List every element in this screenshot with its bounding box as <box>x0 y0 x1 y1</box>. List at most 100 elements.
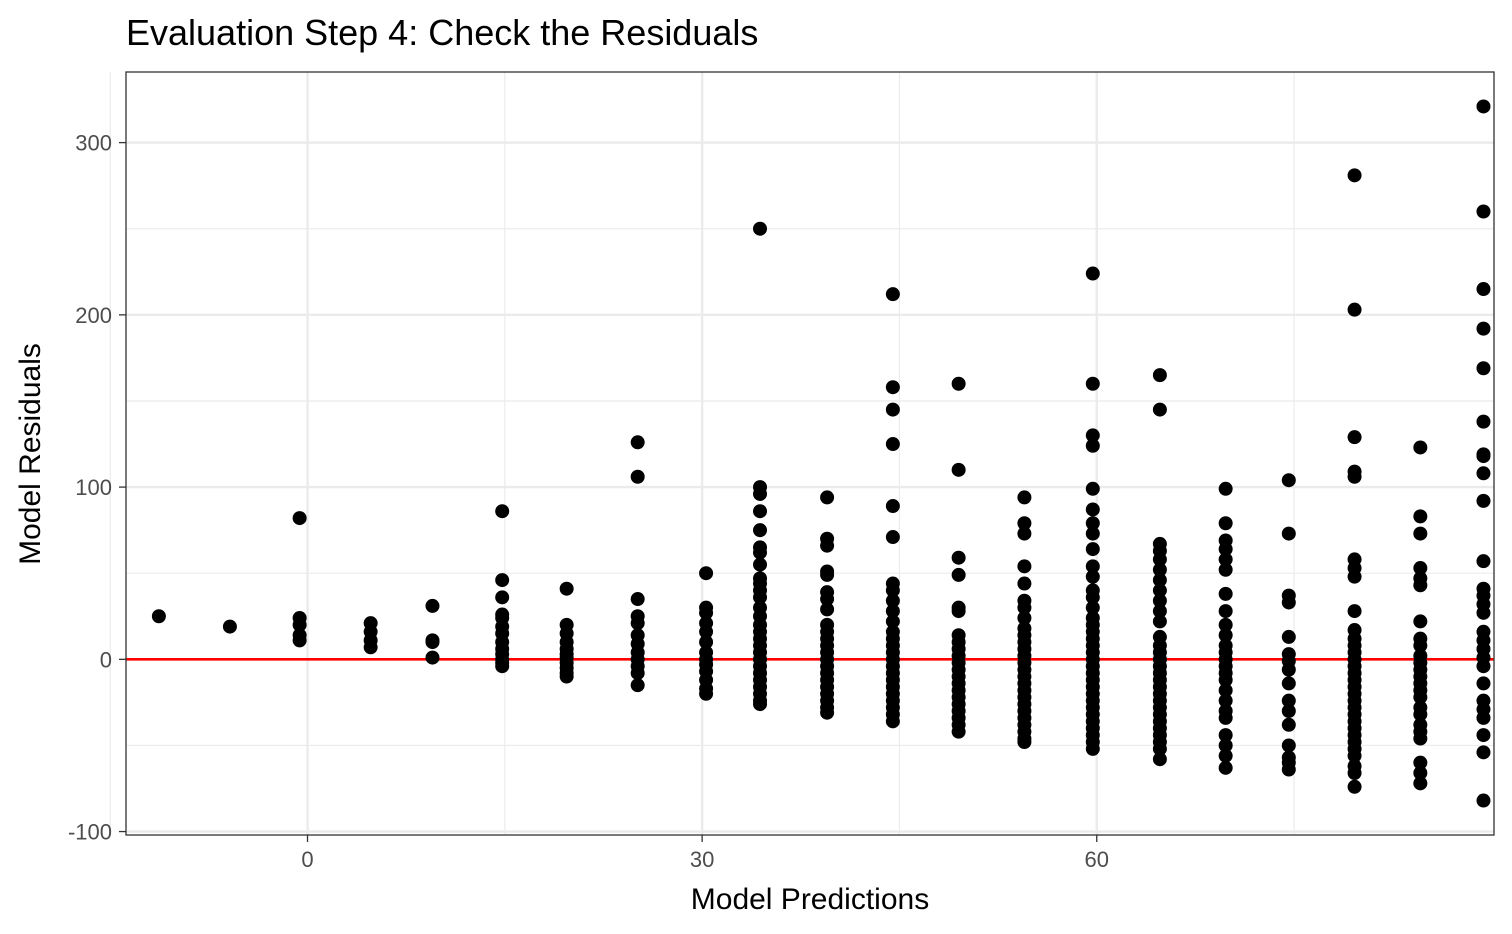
data-point <box>1152 562 1167 577</box>
data-point <box>1413 578 1428 593</box>
data-point <box>630 678 645 693</box>
data-point <box>753 504 768 519</box>
data-point <box>753 486 768 501</box>
data-point <box>1218 738 1233 753</box>
data-point <box>1281 629 1296 644</box>
data-points <box>151 99 1491 808</box>
data-point <box>1152 552 1167 567</box>
data-point <box>951 604 966 619</box>
data-point <box>1152 614 1167 629</box>
data-point <box>425 650 440 665</box>
data-point <box>1476 554 1491 569</box>
y-axis: -100 0 100 200 300 <box>68 131 126 845</box>
data-point <box>630 469 645 484</box>
data-point <box>1152 368 1167 383</box>
data-point <box>495 573 510 588</box>
data-point <box>1152 593 1167 608</box>
data-point <box>1413 765 1428 780</box>
data-point <box>1476 605 1491 620</box>
data-point <box>1085 516 1100 531</box>
data-point <box>753 557 768 572</box>
data-point <box>699 566 714 581</box>
data-point <box>1218 481 1233 496</box>
data-point <box>1281 762 1296 777</box>
data-point <box>151 609 166 624</box>
data-point <box>1347 765 1362 780</box>
data-point <box>1476 204 1491 219</box>
data-point <box>1476 676 1491 691</box>
data-point <box>951 567 966 582</box>
data-point <box>1085 428 1100 443</box>
data-point <box>1476 745 1491 760</box>
data-point <box>1218 586 1233 601</box>
data-point <box>1085 600 1100 615</box>
data-point <box>1476 321 1491 336</box>
data-point <box>885 437 900 452</box>
data-point <box>630 666 645 681</box>
data-point <box>1476 361 1491 376</box>
data-point <box>1281 662 1296 677</box>
data-point <box>1152 604 1167 619</box>
data-point <box>1218 728 1233 743</box>
data-point <box>1413 707 1428 722</box>
data-point <box>1476 414 1491 429</box>
data-point <box>1347 779 1362 794</box>
data-point <box>885 604 900 619</box>
data-point <box>885 583 900 598</box>
data-point <box>885 614 900 629</box>
data-point <box>699 624 714 639</box>
data-point <box>1152 573 1167 588</box>
data-point <box>885 593 900 608</box>
data-point <box>1152 583 1167 598</box>
data-point <box>1085 526 1100 541</box>
data-point <box>885 402 900 417</box>
data-point <box>1281 676 1296 691</box>
data-point <box>1413 776 1428 791</box>
y-tick-label: 0 <box>100 647 112 672</box>
data-point <box>1476 728 1491 743</box>
data-point <box>1476 793 1491 808</box>
data-point <box>1218 562 1233 577</box>
data-point <box>885 530 900 545</box>
data-point <box>1017 559 1032 574</box>
data-point <box>820 602 835 617</box>
y-tick-label: 100 <box>75 475 112 500</box>
data-point <box>699 605 714 620</box>
data-point <box>753 590 768 605</box>
data-point <box>1017 610 1032 625</box>
data-point <box>1017 516 1032 531</box>
data-point <box>1085 559 1100 574</box>
data-point <box>753 545 768 560</box>
data-point <box>1218 604 1233 619</box>
data-point <box>1152 741 1167 756</box>
data-point <box>1017 490 1032 505</box>
data-point <box>1281 703 1296 718</box>
data-point <box>1413 731 1428 746</box>
data-point <box>559 581 574 596</box>
data-point <box>1085 741 1100 756</box>
data-point <box>292 617 307 632</box>
data-point <box>885 499 900 514</box>
x-tick-label: 60 <box>1085 847 1109 872</box>
data-point <box>1085 438 1100 453</box>
data-point <box>1413 509 1428 524</box>
data-point <box>1413 638 1428 653</box>
data-point <box>1476 493 1491 508</box>
data-point <box>1476 710 1491 725</box>
data-point <box>222 619 237 634</box>
y-tick-label: 300 <box>75 131 112 156</box>
data-point <box>1218 542 1233 557</box>
data-point <box>885 287 900 302</box>
data-point <box>1347 302 1362 317</box>
data-point <box>1218 516 1233 531</box>
data-point <box>1218 748 1233 763</box>
data-point <box>820 538 835 553</box>
data-point <box>699 635 714 650</box>
data-point <box>1413 526 1428 541</box>
data-point <box>630 616 645 631</box>
x-tick-label: 0 <box>301 847 313 872</box>
data-point <box>1218 628 1233 643</box>
y-tick-label: -100 <box>68 820 112 845</box>
panel-background <box>126 72 1494 835</box>
